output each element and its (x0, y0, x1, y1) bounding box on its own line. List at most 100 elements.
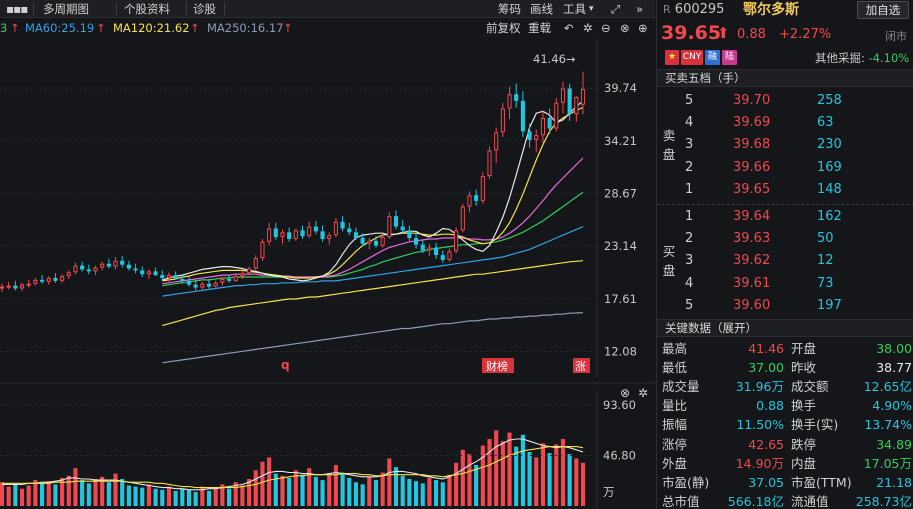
gear-icon[interactable]: ✲ (583, 21, 593, 35)
adjust-mode-button[interactable]: 前复权 (486, 21, 521, 35)
orderbook-row[interactable]: 4 39.69 63 (657, 113, 913, 133)
chevron-down-icon[interactable]: ▾ (589, 4, 594, 14)
orderbook-row[interactable]: 1 39.64 162 (657, 207, 913, 227)
candle-body (393, 216, 399, 227)
orderbook-row[interactable]: 2 39.66 169 (657, 158, 913, 178)
volume-bar (33, 480, 38, 506)
candle-body (153, 271, 158, 276)
tools-button[interactable]: 工具 (563, 2, 586, 16)
zhang-badge-bg[interactable] (573, 358, 590, 373)
candle-body (146, 271, 151, 275)
margin-badge[interactable]: 融 (705, 50, 720, 65)
arrow-up-icon: ↑ (190, 21, 200, 35)
volume-bar (93, 479, 98, 506)
zoom-out-icon[interactable]: ⊖ (601, 21, 611, 35)
draw-line-button[interactable]: 画线 (530, 2, 553, 16)
volume-bar (146, 484, 151, 506)
undo-icon[interactable]: ↶ (564, 21, 574, 35)
volume-bar (39, 483, 45, 506)
volume-bar (507, 432, 512, 506)
candle-body (233, 276, 238, 281)
caibang-badge[interactable]: 财榜 (486, 359, 508, 373)
caibang-badge-bg[interactable] (482, 358, 514, 373)
candle-body (554, 102, 559, 129)
connect-badge[interactable]: 陆 (722, 50, 737, 65)
price-axis: 39.74 34.21 28.67 23.14 17.61 12.08 (604, 81, 637, 358)
add-favorite-button[interactable]: 加自选 (857, 1, 909, 19)
zoom-in-icon[interactable]: ⊕ (638, 21, 648, 35)
volume-bar (220, 484, 225, 506)
volume-bar (66, 475, 71, 506)
close-icon[interactable]: ⊗ (620, 21, 630, 35)
volume-bar (380, 472, 385, 506)
keydata-label: 市盈(TTM) (791, 474, 852, 490)
kline-chart[interactable]: 39.74 34.21 28.67 23.14 17.61 12.08 93.60 46.8… (0, 38, 655, 509)
volume-bar (434, 480, 439, 506)
candle-body (387, 216, 392, 238)
orderbook-vol: 162 (817, 209, 842, 224)
fullscreen-icon[interactable]: ⤢ (611, 2, 621, 16)
orderbook-header[interactable]: 买卖五档（手） (657, 69, 913, 87)
overlay-button[interactable]: 重载 (528, 21, 551, 35)
volume-axis: 93.60 46.80 万 (0, 398, 636, 499)
candle-body (60, 276, 65, 281)
orderbook-row[interactable]: 3 39.62 12 (657, 251, 913, 271)
candle-body (267, 228, 272, 242)
volume-bar (407, 479, 412, 506)
candle-body (6, 285, 11, 288)
close-volume-icon[interactable]: ⊗ (620, 386, 630, 400)
volume-settings-icon[interactable]: ✲ (638, 386, 648, 400)
orderbook-price: 39.60 (733, 297, 771, 313)
orderbook-row[interactable]: 2 39.63 50 (657, 229, 913, 249)
ma120-label: MA120:21.62 (113, 21, 190, 35)
more-dots-icon[interactable]: ▪▪▪ (6, 2, 28, 16)
keydata-header[interactable]: 关键数据（展开） (657, 319, 913, 337)
volume-bar (60, 477, 65, 506)
diagnose-button[interactable]: 诊股 (193, 2, 216, 16)
volume-bar (520, 434, 525, 506)
multi-period-button[interactable]: 多周期图 (43, 2, 89, 16)
sector-change[interactable]: 其他采掘: -4.10% (815, 51, 910, 65)
orderbook-n: 5 (685, 297, 694, 313)
volume-bar (360, 484, 365, 506)
volume-ma-lines (2, 438, 584, 491)
candles (0, 71, 586, 293)
orderbook-price: 39.65 (733, 181, 771, 197)
orderbook-row[interactable]: 4 39.61 73 (657, 274, 913, 294)
arrow-up-icon: ⬆ (717, 24, 730, 42)
keydata-value: 13.74% (864, 417, 912, 433)
price-row: 39.65 ⬆ 0.88 +2.27% 闭市 (657, 20, 913, 46)
volume-bar (427, 477, 432, 506)
orderbook-row[interactable]: 5 39.70 258 (657, 91, 913, 111)
ma250-line (162, 312, 584, 364)
candle-body (520, 100, 525, 132)
candle-body (547, 118, 552, 129)
stock-profile-button[interactable]: 个股资料 (124, 2, 170, 16)
orderbook-n: 4 (685, 275, 694, 291)
collapse-panel-icon[interactable]: » (636, 2, 644, 16)
candle-body (213, 282, 218, 287)
orderbook-vol: 230 (817, 137, 842, 153)
zhang-badge[interactable]: 涨 (575, 360, 586, 373)
orderbook-price: 39.62 (733, 253, 771, 269)
volume-bar (180, 488, 185, 506)
orderbook-row[interactable]: 1 39.65 148 (657, 180, 913, 200)
orderbook-price: 39.69 (733, 115, 771, 131)
price-tick-label: 17.61 (604, 292, 637, 306)
volume-bar (574, 458, 579, 506)
orderbook-price: 39.70 (733, 93, 771, 108)
orderbook-vol: 73 (817, 275, 834, 291)
candle-body (487, 150, 492, 177)
candle-body (407, 230, 412, 238)
sell-label: 卖盘 (662, 128, 676, 162)
volume-bar (554, 444, 559, 506)
orderbook-row[interactable]: 3 39.68 230 (657, 135, 913, 155)
volume-bar (113, 473, 118, 506)
chips-button[interactable]: 筹码 (498, 2, 521, 16)
keydata-value: 37.00 (748, 360, 784, 376)
keydata-label: 量比 (662, 398, 688, 414)
candle-body (186, 280, 192, 285)
orderbook-row[interactable]: 5 39.60 197 (657, 296, 913, 316)
cny-badge[interactable]: CNY (681, 50, 703, 65)
candle-body (413, 238, 419, 245)
